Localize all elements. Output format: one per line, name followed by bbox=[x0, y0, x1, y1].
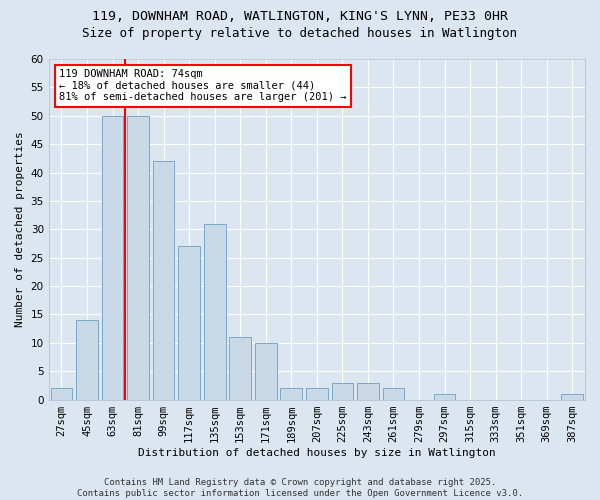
Bar bbox=[280, 388, 302, 400]
Bar bbox=[306, 388, 328, 400]
Bar bbox=[204, 224, 226, 400]
Bar bbox=[229, 337, 251, 400]
Bar bbox=[562, 394, 583, 400]
Bar bbox=[50, 388, 72, 400]
Bar bbox=[127, 116, 149, 400]
Y-axis label: Number of detached properties: Number of detached properties bbox=[15, 132, 25, 327]
Bar bbox=[434, 394, 455, 400]
Bar bbox=[357, 382, 379, 400]
X-axis label: Distribution of detached houses by size in Watlington: Distribution of detached houses by size … bbox=[138, 448, 496, 458]
Text: Size of property relative to detached houses in Watlington: Size of property relative to detached ho… bbox=[83, 28, 517, 40]
Text: 119, DOWNHAM ROAD, WATLINGTON, KING'S LYNN, PE33 0HR: 119, DOWNHAM ROAD, WATLINGTON, KING'S LY… bbox=[92, 10, 508, 23]
Text: Contains HM Land Registry data © Crown copyright and database right 2025.
Contai: Contains HM Land Registry data © Crown c… bbox=[77, 478, 523, 498]
Bar bbox=[76, 320, 98, 400]
Bar bbox=[332, 382, 353, 400]
Bar bbox=[255, 343, 277, 400]
Bar bbox=[178, 246, 200, 400]
Bar bbox=[153, 161, 175, 400]
Bar bbox=[383, 388, 404, 400]
Text: 119 DOWNHAM ROAD: 74sqm
← 18% of detached houses are smaller (44)
81% of semi-de: 119 DOWNHAM ROAD: 74sqm ← 18% of detache… bbox=[59, 69, 347, 102]
Bar bbox=[101, 116, 124, 400]
